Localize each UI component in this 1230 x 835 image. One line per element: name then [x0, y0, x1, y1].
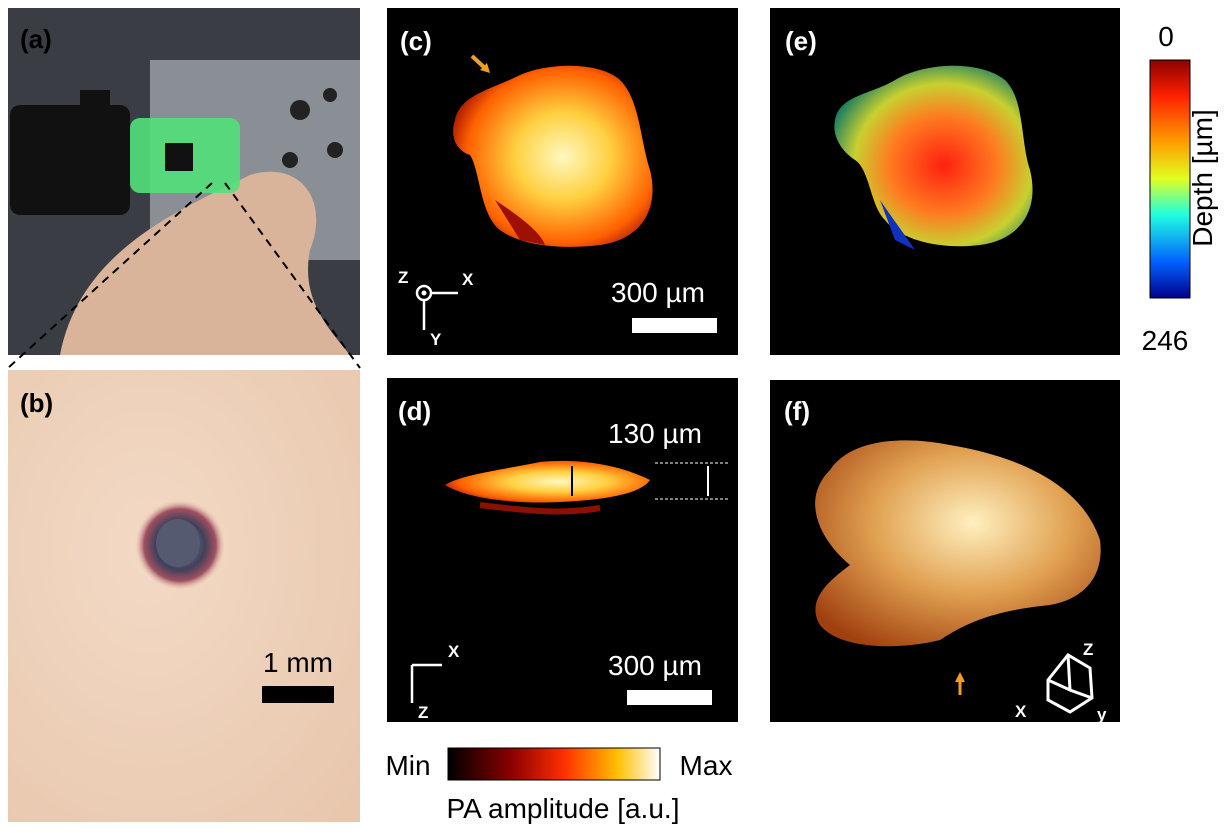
- panel-label: (f): [784, 396, 810, 426]
- panel-b: 1 mm (b): [8, 370, 360, 822]
- panel-c: 300 µm Z X Y (c): [387, 8, 738, 355]
- axis-label: X: [462, 270, 474, 289]
- panel-e: (e): [770, 8, 1120, 355]
- colorbar-title: Depth [µm]: [1187, 109, 1218, 247]
- panel-label: (c): [400, 26, 432, 56]
- panel-label: (d): [398, 396, 431, 426]
- panel-f: Z X y (f): [770, 380, 1120, 724]
- page: {"panels": [ {"label": "(a)"}, {"label":…: [0, 0, 1230, 830]
- scale-label: 300 µm: [608, 650, 702, 681]
- scale-label: 1 mm: [263, 647, 333, 678]
- amplitude-colorbar: Min Max PA amplitude [a.u.]: [385, 748, 732, 824]
- axis-label: Z: [398, 268, 408, 287]
- panel-label: (e): [785, 26, 817, 56]
- axis-label: Z: [418, 703, 428, 722]
- axis-label: X: [1015, 702, 1027, 721]
- colorbar-max: 246: [1142, 325, 1189, 356]
- panel-a: (a): [8, 8, 360, 355]
- panel-label: (a): [20, 24, 52, 54]
- axis-label: y: [1097, 705, 1107, 724]
- scale-label: 300 µm: [611, 277, 705, 308]
- scale-bar: [627, 690, 712, 705]
- colorbar-title: PA amplitude [a.u.]: [447, 793, 680, 824]
- depth-colorbar: 0 246 Depth [µm]: [1142, 21, 1218, 356]
- colorbar-min: 0: [1158, 21, 1174, 52]
- colorbar-max: Max: [680, 750, 733, 781]
- panel-label: (b): [20, 388, 53, 418]
- colorbar-min: Min: [385, 750, 430, 781]
- axis-label: Z: [1083, 640, 1093, 659]
- figure: (a) 1 mm (b) 300 µm Z X Y (c) 130 µm: [0, 0, 1230, 830]
- thickness-label: 130 µm: [608, 418, 702, 449]
- axis-label: Y: [430, 330, 442, 349]
- panel-d: 130 µm 300 µm X Z (d): [387, 378, 738, 722]
- axis-label: X: [448, 642, 460, 661]
- scale-bar: [632, 318, 717, 333]
- scale-bar: [262, 686, 334, 703]
